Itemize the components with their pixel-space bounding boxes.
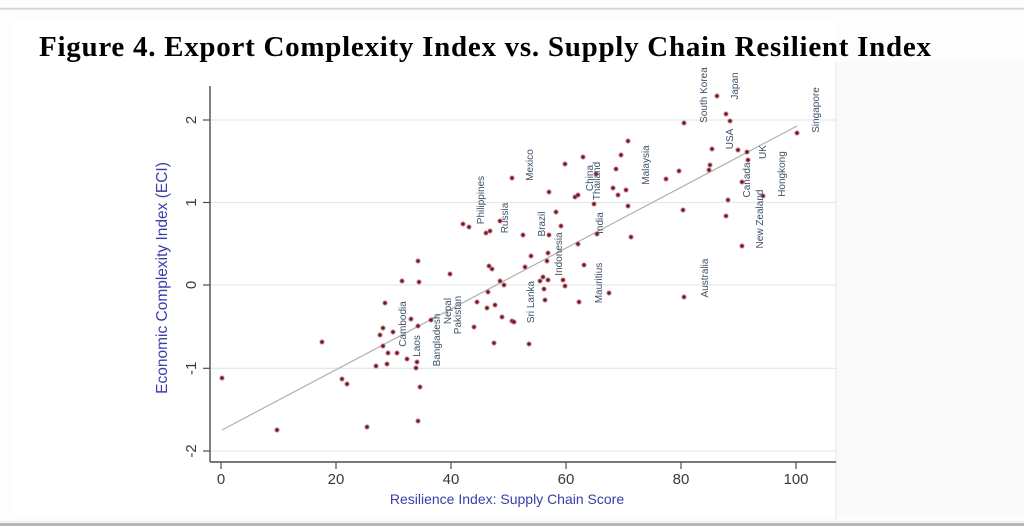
svg-text:Singapore: Singapore [811, 87, 822, 133]
svg-text:2: 2 [183, 116, 200, 124]
svg-text:Thailand: Thailand [592, 162, 603, 200]
svg-text:Economic Complexity Index (ECI: Economic Complexity Index (ECI) [154, 162, 171, 394]
svg-text:Hongkong: Hongkong [777, 151, 788, 197]
svg-text:Australia: Australia [700, 258, 711, 297]
svg-text:0: 0 [183, 281, 200, 289]
svg-text:-2: -2 [183, 444, 200, 457]
svg-text:60: 60 [558, 471, 575, 488]
svg-text:1: 1 [183, 198, 200, 206]
svg-text:USA: USA [725, 128, 736, 149]
svg-text:South Korea: South Korea [699, 67, 710, 123]
svg-text:New Zealand: New Zealand [755, 190, 766, 249]
svg-text:Sri Lanka: Sri Lanka [526, 280, 537, 323]
svg-text:80: 80 [673, 471, 690, 488]
svg-text:Russia: Russia [500, 202, 511, 233]
svg-text:Brazil: Brazil [537, 211, 548, 236]
svg-text:Indonesia: Indonesia [554, 232, 565, 276]
svg-text:20: 20 [328, 471, 345, 488]
svg-text:Mauritius: Mauritius [594, 263, 605, 304]
svg-text:Resilience Index: Supply Chain: Resilience Index: Supply Chain Score [390, 491, 624, 507]
svg-text:0: 0 [217, 471, 225, 488]
svg-text:Philippines: Philippines [476, 176, 487, 224]
svg-text:China: China [585, 165, 596, 192]
svg-text:India: India [595, 212, 606, 234]
svg-text:Cambodia: Cambodia [398, 301, 409, 347]
svg-text:-1: -1 [183, 362, 200, 375]
svg-text:Pakistan: Pakistan [453, 296, 464, 334]
svg-text:Nepal: Nepal [443, 298, 454, 324]
svg-text:Laos: Laos [412, 335, 423, 357]
svg-text:UK: UK [758, 145, 769, 159]
svg-text:100: 100 [783, 471, 808, 488]
svg-text:Bangladesh: Bangladesh [432, 314, 443, 367]
svg-text:Malaysia: Malaysia [641, 145, 652, 185]
svg-text:Canada: Canada [742, 162, 753, 197]
svg-text:40: 40 [443, 471, 460, 488]
svg-text:Figure 4. Export Complexity In: Figure 4. Export Complexity Index vs. Su… [39, 31, 932, 63]
svg-text:Mexico: Mexico [525, 149, 536, 181]
svg-text:Japan: Japan [730, 72, 741, 99]
